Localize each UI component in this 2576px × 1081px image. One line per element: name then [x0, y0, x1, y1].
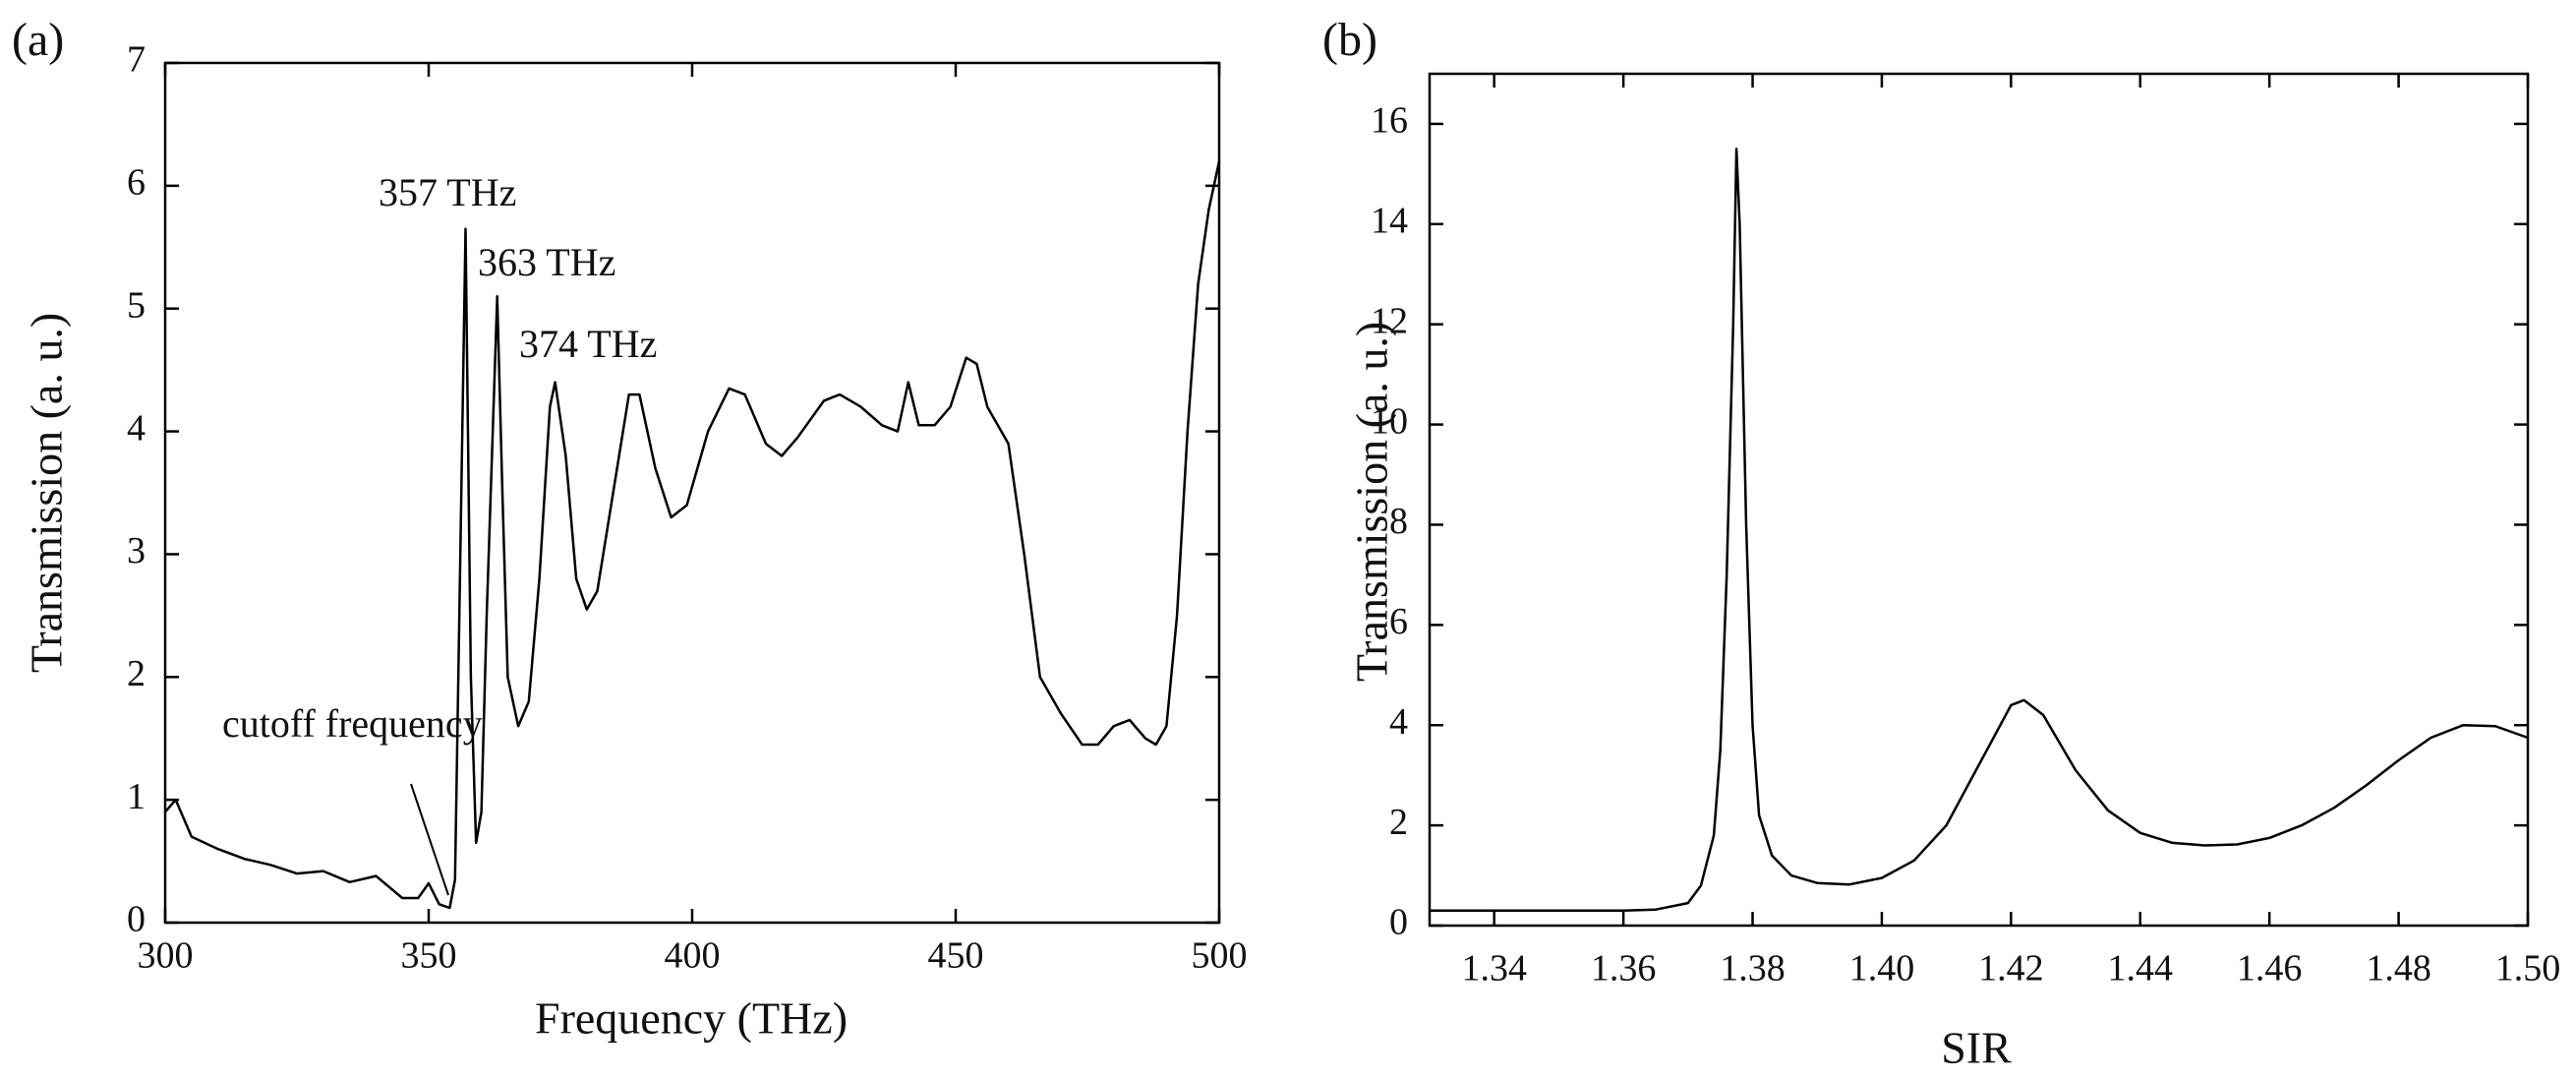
y-tick-label: 10 — [1371, 400, 1408, 442]
x-tick-label: 300 — [138, 935, 194, 977]
y-tick-label: 0 — [127, 899, 146, 940]
y-tick-label: 7 — [127, 39, 146, 81]
y-tick-label: 5 — [127, 284, 146, 326]
x-tick-label: 1.44 — [2108, 948, 2174, 990]
y-axis-title: Transmission (a. u.) — [1347, 322, 1397, 682]
y-tick-label: 12 — [1371, 300, 1408, 341]
x-tick-label: 400 — [665, 935, 721, 977]
y-tick-label: 4 — [127, 407, 146, 449]
panel-label: (a) — [12, 14, 64, 66]
panel-label: (b) — [1322, 14, 1377, 66]
data-line — [1430, 148, 2529, 912]
annotation: 363 THz — [478, 240, 615, 284]
x-tick-label: 450 — [928, 935, 984, 977]
x-tick-label: 500 — [1192, 935, 1248, 977]
annotation: 357 THz — [379, 170, 516, 214]
y-tick-label: 2 — [127, 653, 146, 694]
y-tick-label: 8 — [1389, 501, 1408, 542]
x-axis-title: Frequency (THz) — [535, 993, 848, 1044]
x-tick-label: 1.46 — [2237, 948, 2303, 990]
y-tick-label: 6 — [1389, 601, 1408, 642]
y-tick-label: 4 — [1389, 701, 1408, 743]
y-tick-label: 2 — [1389, 802, 1408, 843]
y-tick-label: 14 — [1371, 201, 1408, 242]
y-tick-label: 0 — [1389, 902, 1408, 943]
annotation: 374 THz — [519, 322, 657, 366]
cutoff-pointer — [410, 783, 449, 896]
annotation: cutoff frequency — [222, 701, 483, 746]
x-tick-label: 1.34 — [1461, 948, 1527, 990]
y-tick-label: 16 — [1371, 100, 1408, 142]
plot-frame — [163, 61, 1221, 925]
y-tick-label: 6 — [127, 162, 146, 204]
x-tick-label: 350 — [401, 935, 457, 977]
x-tick-label: 1.38 — [1720, 948, 1786, 990]
y-axis-title: Transmission (a. u.) — [22, 313, 72, 673]
x-tick-label: 1.42 — [1978, 948, 2044, 990]
x-tick-label: 1.50 — [2495, 948, 2561, 990]
x-axis-title: SIR — [1941, 1023, 2012, 1073]
x-tick-label: 1.40 — [1849, 948, 1915, 990]
y-tick-label: 3 — [127, 530, 146, 571]
x-tick-label: 1.36 — [1591, 948, 1657, 990]
data-line — [164, 160, 1221, 910]
plot-frame — [1428, 72, 2530, 928]
y-tick-label: 1 — [127, 776, 146, 817]
x-tick-label: 1.48 — [2366, 948, 2431, 990]
